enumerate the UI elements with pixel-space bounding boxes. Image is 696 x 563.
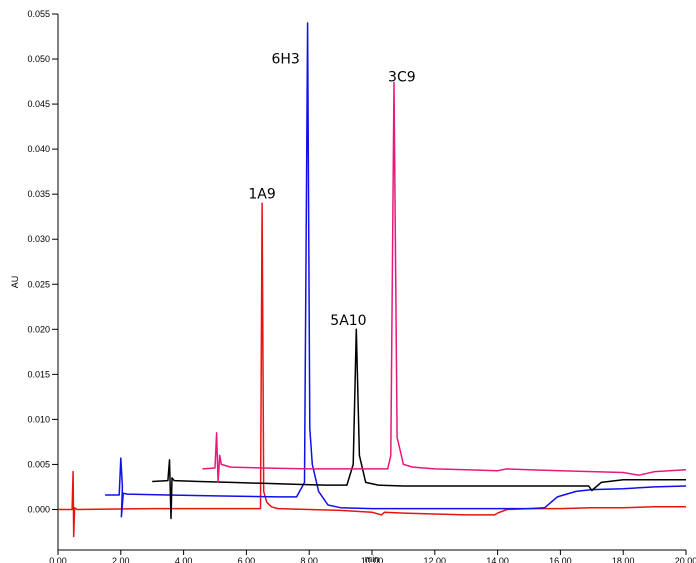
x-tick-label: 10.00	[361, 556, 384, 563]
y-tick-label: 0.050	[27, 54, 50, 64]
chromatogram-trace	[152, 328, 686, 520]
x-tick-label: 0.00	[49, 556, 67, 563]
chromatogram-trace	[105, 22, 687, 518]
x-tick-label: 14.00	[486, 556, 509, 563]
chromatogram-trace	[202, 81, 687, 484]
x-tick-label: 18.00	[612, 556, 635, 563]
y-tick-label: 0.030	[27, 234, 50, 244]
x-tick-label: 8.00	[300, 556, 318, 563]
peak-label: 3C9	[388, 70, 416, 86]
y-tick-label: 0.015	[27, 369, 50, 379]
x-tick-label: 20.00	[675, 556, 696, 563]
peak-label: 5A10	[330, 313, 366, 329]
y-tick-label: 0.045	[27, 99, 50, 109]
y-tick-label: 0.040	[27, 144, 50, 154]
x-tick-label: 2.00	[112, 556, 130, 563]
x-axis-label: min	[365, 554, 380, 563]
x-tick-label: 16.00	[549, 556, 572, 563]
x-tick-label: 4.00	[175, 556, 193, 563]
y-tick-label: 0.025	[27, 279, 50, 289]
peak-label: 1A9	[248, 187, 275, 203]
x-tick-label: 6.00	[238, 556, 256, 563]
peak-label: 6H3	[271, 52, 299, 68]
y-tick-label: 0.055	[27, 9, 50, 19]
y-tick-label: 0.000	[27, 504, 50, 514]
y-tick-label: 0.035	[27, 189, 50, 199]
peak-annotations: 1A9 6H3 3C9 5A10	[248, 52, 415, 329]
chromatogram-traces	[58, 22, 687, 538]
y-axis-ticks: 0.000 0.005 0.010 0.015 0.020 0.025 0.030 0.035…	[27, 9, 58, 514]
x-tick-label: 12.00	[424, 556, 447, 563]
y-axis-label: AU	[10, 276, 20, 289]
x-axis-ticks: 0.00 2.00 4.00 6.00 8.00 10.00 12.00 14.00 16.00…	[49, 550, 696, 563]
y-tick-label: 0.020	[27, 324, 50, 334]
chromatogram-trace	[58, 202, 686, 538]
y-tick-label: 0.005	[27, 459, 50, 469]
y-tick-label: 0.010	[27, 414, 50, 424]
